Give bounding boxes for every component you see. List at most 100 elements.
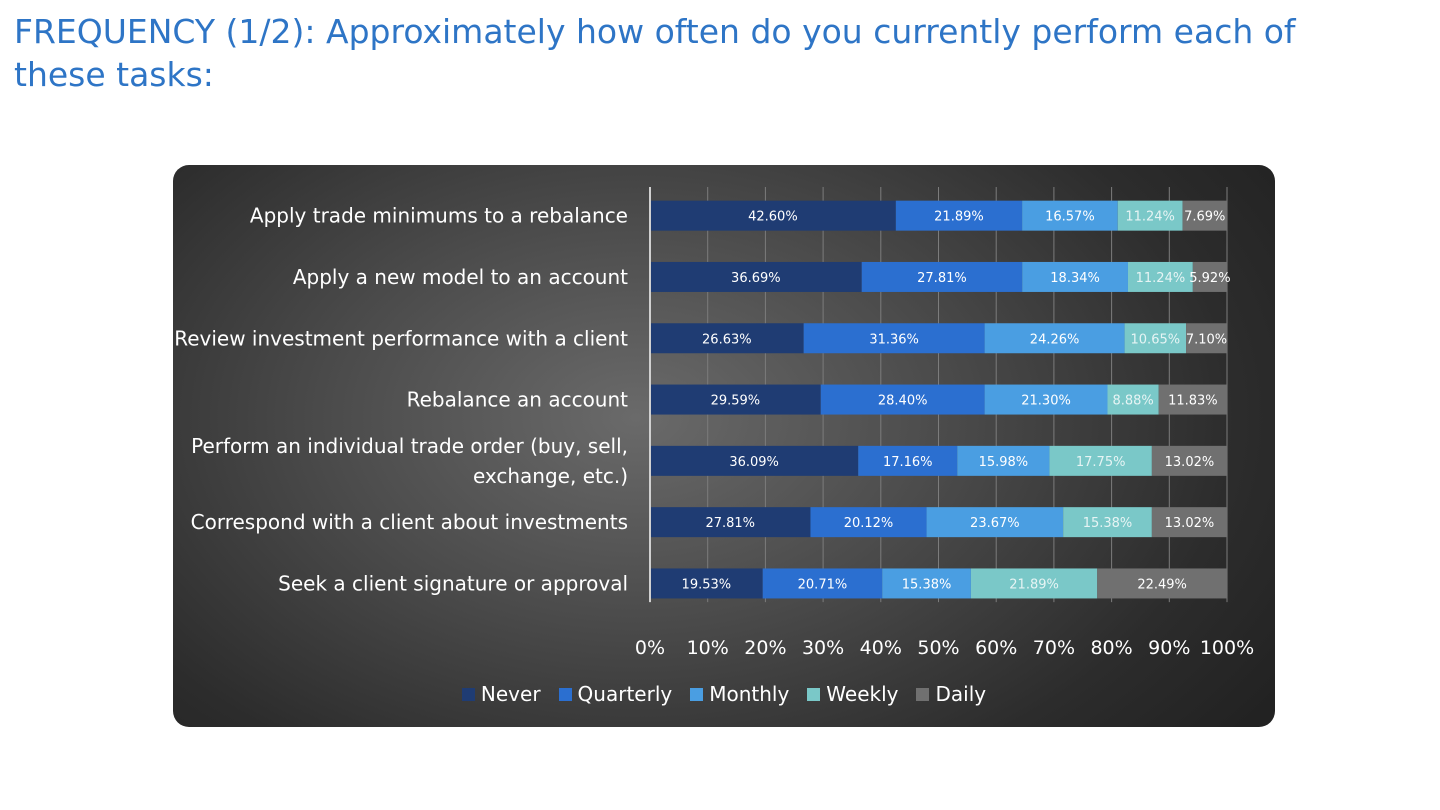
data-label: 18.34%: [1050, 271, 1100, 286]
data-label: 16.57%: [1045, 210, 1095, 225]
bar-segment-never: [650, 200, 896, 231]
page-title: FREQUENCY (1/2): Approximately how often…: [14, 12, 1296, 94]
category-label: Seek a client signature or approval: [278, 571, 628, 595]
bar-segment-daily: [1182, 200, 1227, 231]
bar-segment-monthly: [984, 323, 1125, 354]
category-label: Apply trade minimums to a rebalance: [250, 204, 628, 228]
data-label: 15.38%: [902, 577, 952, 592]
data-label: 21.89%: [934, 210, 984, 225]
data-label: 20.71%: [798, 577, 848, 592]
category-label: Apply a new model to an account: [293, 265, 628, 289]
data-label: 7.10%: [1186, 332, 1227, 347]
data-label: 26.63%: [702, 332, 752, 347]
bar-segment-monthly: [1022, 261, 1128, 292]
bar-segment-monthly: [1022, 200, 1118, 231]
bar-segment-monthly: [957, 445, 1050, 476]
bar-segment-weekly: [1063, 507, 1152, 538]
legend-label: Quarterly: [577, 682, 673, 706]
legend-swatch: [461, 687, 475, 701]
bar-segment-daily: [1151, 445, 1227, 476]
legend-label: Monthly: [709, 682, 790, 706]
data-label: 13.02%: [1165, 516, 1215, 531]
legend-item-daily: Daily: [916, 682, 986, 706]
data-label: 36.69%: [731, 271, 781, 286]
bar-segment-quarterly: [810, 507, 927, 538]
bar-segment-monthly: [882, 568, 971, 599]
legend-swatch: [690, 687, 704, 701]
data-label: 13.02%: [1165, 455, 1215, 470]
data-label: 11.24%: [1125, 210, 1175, 225]
bar-segment-never: [650, 445, 859, 476]
legend-swatch: [916, 687, 930, 701]
bar-segment-never: [650, 507, 811, 538]
bar-segment-weekly: [1117, 200, 1183, 231]
category-label: Perform an individual trade order (buy, …: [191, 434, 628, 488]
bar-segment-quarterly: [820, 384, 985, 415]
bar-segment-quarterly: [803, 323, 985, 354]
legend-swatch: [807, 687, 821, 701]
x-tick-label: 50%: [917, 637, 959, 659]
bar-segment-daily: [1151, 507, 1227, 538]
bar-segment-weekly: [970, 568, 1098, 599]
category-label: Correspond with a client about investmen…: [191, 510, 628, 534]
data-label: 11.24%: [1136, 271, 1186, 286]
bar-segment-monthly: [926, 507, 1064, 538]
category-label: Review investment performance with a cli…: [174, 326, 628, 350]
x-tick-label: 40%: [860, 637, 902, 659]
data-label: 20.12%: [844, 516, 894, 531]
data-label: 24.26%: [1030, 332, 1080, 347]
data-label: 17.16%: [883, 455, 933, 470]
data-label: 27.81%: [917, 271, 967, 286]
bar-segment-never: [650, 568, 763, 599]
data-label: 19.53%: [682, 577, 732, 592]
data-label: 10.65%: [1131, 332, 1181, 347]
x-tick-label: 10%: [687, 637, 729, 659]
bar-segment-monthly: [984, 384, 1108, 415]
bar-segment-daily: [1192, 261, 1227, 292]
x-tick-label: 90%: [1148, 637, 1190, 659]
data-label: 21.89%: [1009, 577, 1059, 592]
x-tick-label: 20%: [744, 637, 786, 659]
bar-segment-weekly: [1124, 323, 1187, 354]
legend-item-never: Never: [461, 682, 541, 706]
data-label: 36.09%: [729, 455, 779, 470]
bar-segment-quarterly: [858, 445, 958, 476]
data-label: 11.83%: [1168, 394, 1218, 409]
legend-swatch: [558, 687, 572, 701]
data-label: 15.98%: [979, 455, 1029, 470]
bar-segment-daily: [1158, 384, 1227, 415]
data-label: 31.36%: [869, 332, 919, 347]
bar-segment-weekly: [1049, 445, 1152, 476]
x-tick-label: 80%: [1090, 637, 1132, 659]
legend-item-weekly: Weekly: [807, 682, 898, 706]
data-label: 21.30%: [1021, 394, 1071, 409]
data-label: 29.59%: [711, 394, 761, 409]
category-label: Rebalance an account: [407, 388, 629, 412]
bar-segment-never: [650, 323, 804, 354]
data-label: 8.88%: [1112, 394, 1153, 409]
legend-label: Never: [480, 682, 541, 706]
bar-segment-daily: [1186, 323, 1227, 354]
legend-item-monthly: Monthly: [690, 682, 789, 706]
x-tick-label: 0%: [635, 637, 665, 659]
data-label: 27.81%: [705, 516, 755, 531]
x-tick-label: 30%: [802, 637, 844, 659]
bar-segment-weekly: [1127, 261, 1193, 292]
bar-segment-quarterly: [762, 568, 883, 599]
chart-legend: Never Quarterly Monthly Weekly Daily: [173, 682, 1275, 706]
bar-segment-daily: [1097, 568, 1227, 599]
bar-segment-quarterly: [895, 200, 1023, 231]
legend-item-quarterly: Quarterly: [558, 682, 673, 706]
x-tick-label: 70%: [1033, 637, 1075, 659]
legend-label: Daily: [935, 682, 987, 706]
data-label: 5.92%: [1189, 271, 1230, 286]
data-label: 28.40%: [878, 394, 928, 409]
chart-panel: Apply trade minimums to a rebalance 42.60…: [173, 165, 1275, 727]
bar-segment-never: [650, 384, 821, 415]
stacked-bar-chart: Apply trade minimums to a rebalance 42.60…: [174, 187, 1254, 659]
bar-segment-weekly: [1107, 384, 1159, 415]
data-label: 22.49%: [1137, 577, 1187, 592]
data-label: 17.75%: [1076, 455, 1126, 470]
data-label: 7.69%: [1184, 210, 1225, 225]
x-tick-label: 100%: [1200, 637, 1254, 659]
